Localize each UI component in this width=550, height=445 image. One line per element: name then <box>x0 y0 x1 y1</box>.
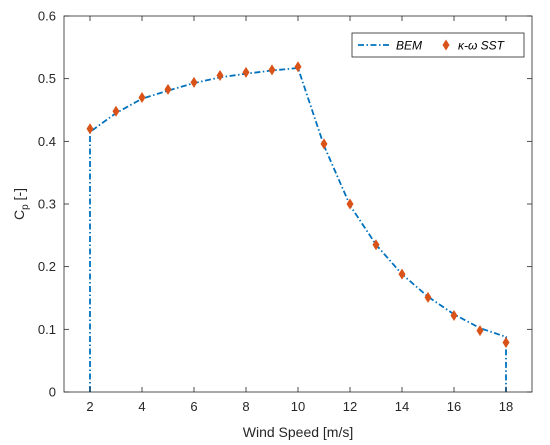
y-tick-label: 0.2 <box>38 259 56 274</box>
x-axis-label: Wind Speed [m/s] <box>243 424 354 440</box>
x-tick-label: 12 <box>343 399 357 414</box>
y-tick-label: 0.3 <box>38 197 56 212</box>
x-tick-label: 18 <box>499 399 513 414</box>
x-tick-label: 6 <box>190 399 197 414</box>
series-sst-marker <box>138 91 146 103</box>
series-sst-marker <box>424 291 432 303</box>
series-sst-marker <box>372 239 380 251</box>
x-tick-label: 16 <box>447 399 461 414</box>
series-sst-marker <box>164 83 172 95</box>
series-sst-marker <box>476 325 484 337</box>
y-tick-label: 0.1 <box>38 322 56 337</box>
y-tick-label: 0 <box>49 385 56 400</box>
x-tick-label: 14 <box>395 399 409 414</box>
legend-sst-label: κ-ω SST <box>458 39 506 53</box>
series-sst-marker <box>294 61 302 73</box>
y-tick-label: 0.5 <box>38 71 56 86</box>
y-axis-label: Cp [-] <box>11 188 31 220</box>
legend-bem-label: BEM <box>396 39 422 53</box>
ticks-layer: 2 4 6 8 10 12 14 16 18 0 0.1 0.2 0.3 0.4 0.5 0.6 <box>38 9 532 414</box>
legend-sst-marker <box>442 39 450 51</box>
y-tick-label: 0.6 <box>38 9 56 24</box>
series-sst-marker <box>112 105 120 117</box>
x-tick-label: 2 <box>86 399 93 414</box>
series-sst-marker <box>450 310 458 322</box>
series-sst-marker <box>398 268 406 280</box>
legend: BEM κ-ω SST <box>351 32 525 58</box>
series-sst-marker <box>216 70 224 82</box>
series-sst-marker <box>86 123 94 135</box>
series-sst-marker <box>190 76 198 88</box>
x-tick-label: 4 <box>138 399 145 414</box>
series-sst-marker <box>346 198 354 210</box>
y-axis-label-main: C <box>11 210 27 220</box>
x-tick-label: 10 <box>291 399 305 414</box>
series-sst-marker <box>242 66 250 78</box>
series-sst-marker <box>320 138 328 150</box>
series-sst-marker <box>502 336 510 348</box>
series-sst-marker <box>268 64 276 76</box>
y-tick-label: 0.4 <box>38 134 56 149</box>
y-axis-label-suffix: [-] <box>11 188 27 204</box>
plot-area <box>64 16 532 392</box>
legend-box <box>351 32 525 58</box>
y-axis-label-subscript: p <box>20 204 31 210</box>
data-layer <box>86 61 510 392</box>
x-tick-label: 8 <box>242 399 249 414</box>
